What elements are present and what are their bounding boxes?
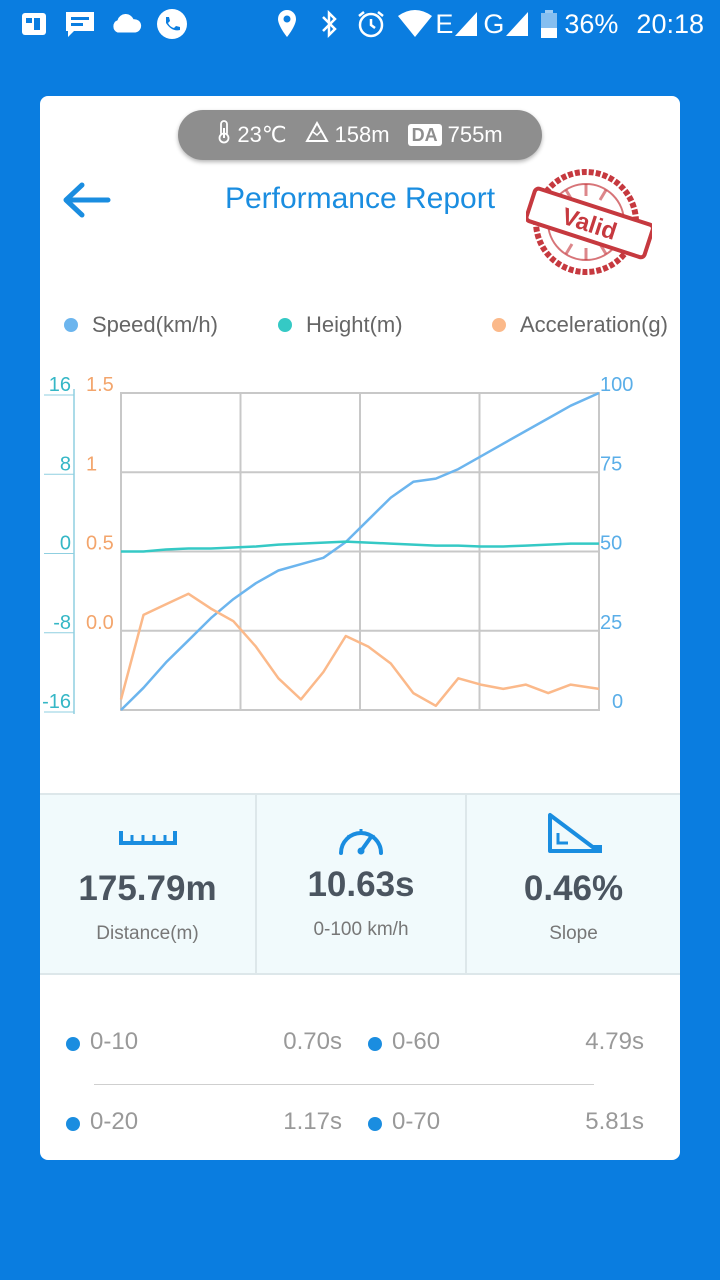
legend-acceleration: Acceleration(g)	[492, 312, 668, 338]
tick-label-speed: 0	[612, 691, 623, 713]
split-dot	[66, 1037, 80, 1051]
legend-speed: Speed(km/h)	[64, 312, 218, 338]
stat-distance-value: 175.79m	[78, 869, 217, 908]
page-title: Performance Report	[224, 182, 496, 215]
density-altitude-value: 755m	[447, 122, 503, 147]
stat-slope: 0.46% Slope	[467, 795, 680, 973]
split-label-0-10: 0-10	[90, 1028, 139, 1055]
alarm-icon	[355, 8, 387, 40]
height-dot	[278, 318, 292, 332]
altitude-item: 158m	[304, 120, 390, 149]
speed-dot	[64, 318, 78, 332]
tick-label-height: 0	[60, 533, 71, 555]
split-divider	[94, 1084, 594, 1085]
slope-icon	[547, 813, 602, 853]
stat-acceleration-time-label: 0-100 km/h	[313, 919, 409, 940]
split-value-0-70: 5.81s	[585, 1108, 644, 1135]
speedometer-icon	[339, 829, 383, 855]
valid-stamp: Valid	[524, 162, 655, 280]
tick-label-speed: 50	[600, 533, 622, 555]
series-height-line	[121, 540, 599, 553]
performance-chart: 16 8 0 -8 -16 1.5 1 0.5 0.0 100 75 50 25 0	[42, 374, 633, 714]
acceleration-dot	[492, 318, 506, 332]
split-row: 0-20 1.17s 0-70 5.81s	[40, 1104, 680, 1144]
environment-info-pill: 23℃ 158m DA 755m	[178, 110, 542, 160]
series-speed-line	[120, 391, 600, 711]
split-dot	[66, 1117, 80, 1131]
wifi-icon	[397, 8, 433, 40]
series-acceleration-line	[119, 592, 600, 708]
stats-band: 175.79m Distance(m) 10.63s 0-100 km/h	[40, 793, 680, 975]
tick-label-acceleration: 0.0	[86, 612, 114, 634]
performance-report-card: 23℃ 158m DA 755m Performance Report	[40, 96, 680, 1160]
stat-slope-value: 0.46%	[523, 869, 624, 908]
split-label-0-20: 0-20	[90, 1108, 139, 1135]
thermometer-icon	[217, 120, 231, 150]
tick-label-height: -8	[53, 612, 71, 634]
density-altitude-item: DA 755m	[407, 122, 503, 148]
legend-height: Height(m)	[278, 312, 403, 338]
battery-percent: 36%	[564, 8, 619, 39]
sim-icon	[18, 8, 50, 40]
da-badge: DA	[407, 124, 442, 146]
stat-distance-label: Distance(m)	[96, 923, 199, 944]
battery-icon	[540, 8, 558, 40]
network-type-g: G	[483, 8, 505, 39]
legend-speed-label: Speed(km/h)	[92, 312, 218, 337]
tick-label-speed: 25	[600, 612, 622, 634]
network-type-e: E	[435, 8, 454, 39]
cloud-icon	[110, 8, 142, 40]
split-label-0-60: 0-60	[392, 1028, 441, 1055]
split-label-0-70: 0-70	[392, 1108, 441, 1135]
stat-acceleration-time: 10.63s 0-100 km/h	[257, 795, 467, 973]
split-value-0-10: 0.70s	[283, 1028, 342, 1055]
temperature-value: 23℃	[237, 122, 287, 147]
tick-label-acceleration: 1.5	[86, 374, 114, 396]
split-dot	[368, 1037, 382, 1051]
split-dot	[368, 1117, 382, 1131]
legend-height-label: Height(m)	[306, 312, 403, 337]
ruler-icon	[118, 831, 177, 845]
tick-label-height: 8	[60, 453, 71, 475]
tick-label-height: -16	[42, 691, 71, 713]
tick-label-speed: 75	[600, 453, 622, 475]
stat-distance: 175.79m Distance(m)	[40, 795, 257, 973]
tick-label-height: 16	[49, 374, 71, 396]
split-value-0-20: 1.17s	[283, 1108, 342, 1135]
back-button[interactable]	[58, 176, 114, 224]
tick-label-acceleration: 0.5	[86, 533, 114, 555]
bluetooth-icon	[313, 8, 345, 40]
split-value-0-60: 4.79s	[585, 1028, 644, 1055]
legend-acceleration-label: Acceleration(g)	[520, 312, 668, 337]
call-icon	[156, 8, 188, 40]
clock: 20:18	[636, 8, 704, 39]
chart-legend: Speed(km/h) Height(m) Acceleration(g)	[40, 312, 680, 342]
split-row: 0-10 0.70s 0-60 4.79s	[40, 1024, 680, 1064]
tick-label-acceleration: 1	[86, 453, 97, 475]
temperature-item: 23℃	[217, 120, 287, 150]
signal-icon	[453, 8, 479, 40]
tick-label-speed: 100	[600, 374, 633, 396]
message-icon	[64, 8, 96, 40]
signal-icon	[504, 8, 530, 40]
location-icon	[271, 8, 303, 40]
status-bar: E G 36% 20:18	[0, 0, 720, 50]
altitude-value: 158m	[334, 122, 390, 147]
mountain-icon	[304, 120, 329, 149]
stat-acceleration-time-value: 10.63s	[307, 865, 415, 904]
arrow-left-icon	[63, 182, 111, 218]
stat-slope-label: Slope	[549, 923, 598, 944]
split-times: 0-10 0.70s 0-60 4.79s 0-20 1.17s 0-70 5.…	[40, 1016, 680, 1156]
